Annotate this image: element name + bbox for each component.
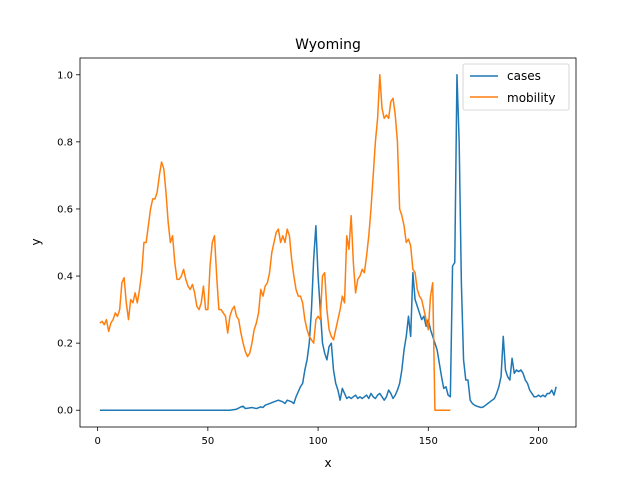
series-lines — [99, 74, 557, 411]
series-line-cases — [99, 74, 557, 411]
x-axis-label: x — [324, 456, 331, 470]
plot-frame — [79, 57, 577, 428]
y-tick-label: 0.0 — [57, 406, 73, 417]
y-axis-ticks: 0.0 0.2 0.4 0.6 0.8 1.0 — [57, 70, 80, 417]
x-tick-label: 150 — [419, 436, 438, 447]
y-tick-label: 0.2 — [57, 339, 73, 350]
legend: cases mobility — [462, 63, 570, 111]
legend-label-cases: cases — [507, 69, 541, 83]
chart-title: Wyoming — [295, 37, 361, 53]
legend-label-mobility: mobility — [507, 91, 555, 105]
y-tick-label: 0.4 — [57, 272, 73, 283]
series-line-mobility — [99, 74, 451, 411]
y-tick-label: 1.0 — [57, 70, 73, 81]
plot-background — [80, 58, 576, 427]
y-tick-label: 0.8 — [57, 137, 73, 148]
y-axis-label: y — [29, 238, 43, 245]
x-tick-label: 100 — [309, 436, 328, 447]
y-tick-label: 0.6 — [57, 204, 73, 215]
x-tick-label: 50 — [201, 436, 214, 447]
x-tick-label: 200 — [529, 436, 548, 447]
x-axis-ticks: 0 50 100 150 200 — [94, 427, 548, 447]
x-tick-label: 0 — [94, 436, 100, 447]
